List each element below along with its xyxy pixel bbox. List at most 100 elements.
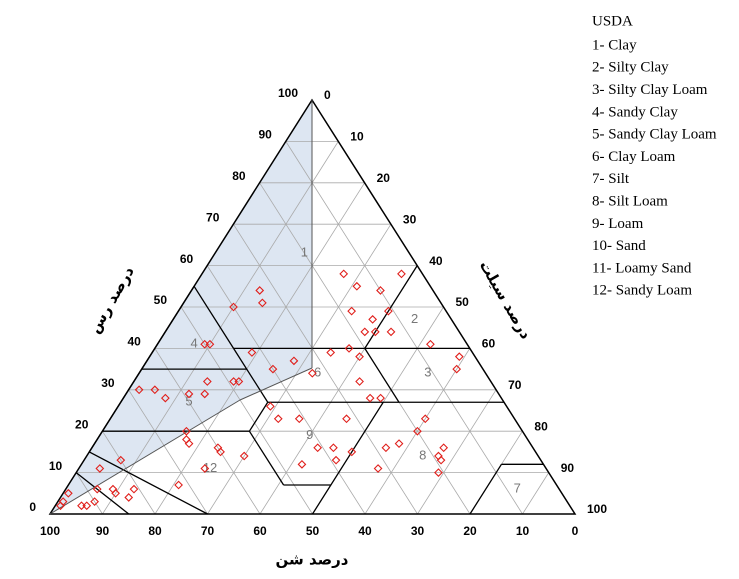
- data-point: [289, 356, 299, 366]
- class-boundary: [88, 451, 208, 515]
- data-point: [355, 352, 364, 362]
- clay-tick-label: 90: [258, 128, 272, 142]
- sand-tick-label: 30: [411, 524, 425, 538]
- data-point: [205, 339, 215, 349]
- data-point: [265, 401, 275, 411]
- region-label: 7: [514, 481, 521, 496]
- data-point: [184, 389, 194, 399]
- legend-entry: 1- Clay: [592, 37, 637, 53]
- data-point: [368, 315, 378, 324]
- clay-tick-label: 100: [278, 86, 298, 100]
- sand-tick-label: 70: [201, 524, 215, 538]
- clay-tick-label: 0: [29, 500, 36, 514]
- legend-entry: 5- Sandy Clay Loam: [592, 127, 717, 143]
- legend-entry: 4- Sandy Clay: [592, 104, 678, 120]
- data-point: [342, 414, 351, 424]
- sand-tick-label: 100: [40, 524, 60, 538]
- region-label: 4: [191, 336, 198, 351]
- region-label: 3: [424, 365, 431, 380]
- sand-tick-label: 50: [306, 524, 320, 538]
- region-label: 6: [314, 365, 321, 380]
- data-point: [116, 455, 126, 465]
- data-point: [257, 298, 267, 308]
- data-point: [297, 459, 307, 469]
- data-point: [273, 414, 283, 424]
- legend-title: USDA: [592, 13, 633, 29]
- data-point: [216, 447, 225, 457]
- data-point: [124, 493, 134, 502]
- grid-line: [233, 223, 418, 515]
- legend-entry: 12- Sandy Loam: [592, 283, 692, 299]
- shade-edge: [239, 367, 313, 401]
- sand-tick-label: 90: [96, 524, 110, 538]
- data-point: [234, 377, 244, 386]
- data-point: [184, 439, 194, 448]
- grid-line: [417, 389, 497, 515]
- data-point: [160, 393, 170, 403]
- silt-tick-label: 100: [587, 502, 607, 516]
- data-point: [307, 368, 317, 378]
- sand-tick-label: 80: [148, 524, 162, 538]
- legend-entry: 10- Sand: [592, 238, 646, 254]
- data-point: [413, 426, 422, 436]
- silt-tick-label: 50: [456, 295, 470, 309]
- data-point: [439, 443, 449, 453]
- data-point: [255, 286, 265, 295]
- data-point: [111, 488, 120, 498]
- class-boundary: [75, 472, 130, 515]
- region-label: 5: [185, 394, 192, 409]
- data-point: [370, 327, 380, 337]
- clay-tick-label: 10: [49, 459, 63, 473]
- data-point: [397, 269, 406, 279]
- data-point: [229, 302, 238, 312]
- class-boundary: [248, 401, 269, 432]
- data-point: [202, 377, 212, 386]
- data-point: [355, 377, 364, 386]
- clay-tick-label: 30: [101, 376, 115, 390]
- data-point: [95, 464, 105, 473]
- data-point: [352, 281, 362, 291]
- legend-entry: 7- Silt: [592, 171, 630, 187]
- legend-entry: 11- Loamy Sand: [592, 260, 692, 276]
- silt-tick-label: 40: [429, 254, 443, 268]
- data-point: [347, 306, 357, 316]
- data-point: [182, 426, 191, 436]
- class-boundary: [248, 430, 285, 486]
- region-label: 1: [301, 245, 308, 260]
- clay-tick-label: 70: [206, 210, 220, 224]
- sand-tick-label: 0: [572, 524, 579, 538]
- silt-tick-label: 20: [377, 171, 391, 185]
- region-label: 8: [419, 447, 426, 462]
- legend-entry: 9- Loam: [592, 216, 644, 232]
- grid-line: [207, 223, 392, 515]
- class-boundary: [233, 348, 269, 403]
- data-point: [376, 393, 385, 403]
- clay-tick-label: 50: [154, 293, 168, 307]
- data-point: [426, 339, 435, 349]
- class-boundary: [364, 348, 400, 403]
- data-point: [381, 443, 391, 453]
- clay-tick-label: 80: [232, 169, 246, 183]
- shade-edge: [49, 399, 241, 515]
- data-point: [454, 352, 464, 362]
- clay-tick-label: 20: [75, 417, 89, 431]
- triangle-border: [48, 98, 577, 515]
- data-point: [150, 385, 160, 395]
- silt-tick-label: 60: [482, 337, 496, 351]
- data-point: [365, 393, 375, 403]
- silt-tick-label: 80: [534, 419, 548, 433]
- data-point: [294, 414, 304, 424]
- data-point: [129, 484, 139, 494]
- data-point: [344, 344, 354, 353]
- data-point: [436, 455, 446, 465]
- data-point: [63, 488, 73, 498]
- data-point: [247, 348, 257, 357]
- data-point: [92, 484, 102, 494]
- data-point: [434, 468, 443, 477]
- data-point: [373, 464, 383, 473]
- data-point: [200, 389, 210, 399]
- silt-tick-label: 70: [508, 378, 522, 392]
- data-point: [452, 364, 462, 374]
- data-point: [347, 447, 357, 457]
